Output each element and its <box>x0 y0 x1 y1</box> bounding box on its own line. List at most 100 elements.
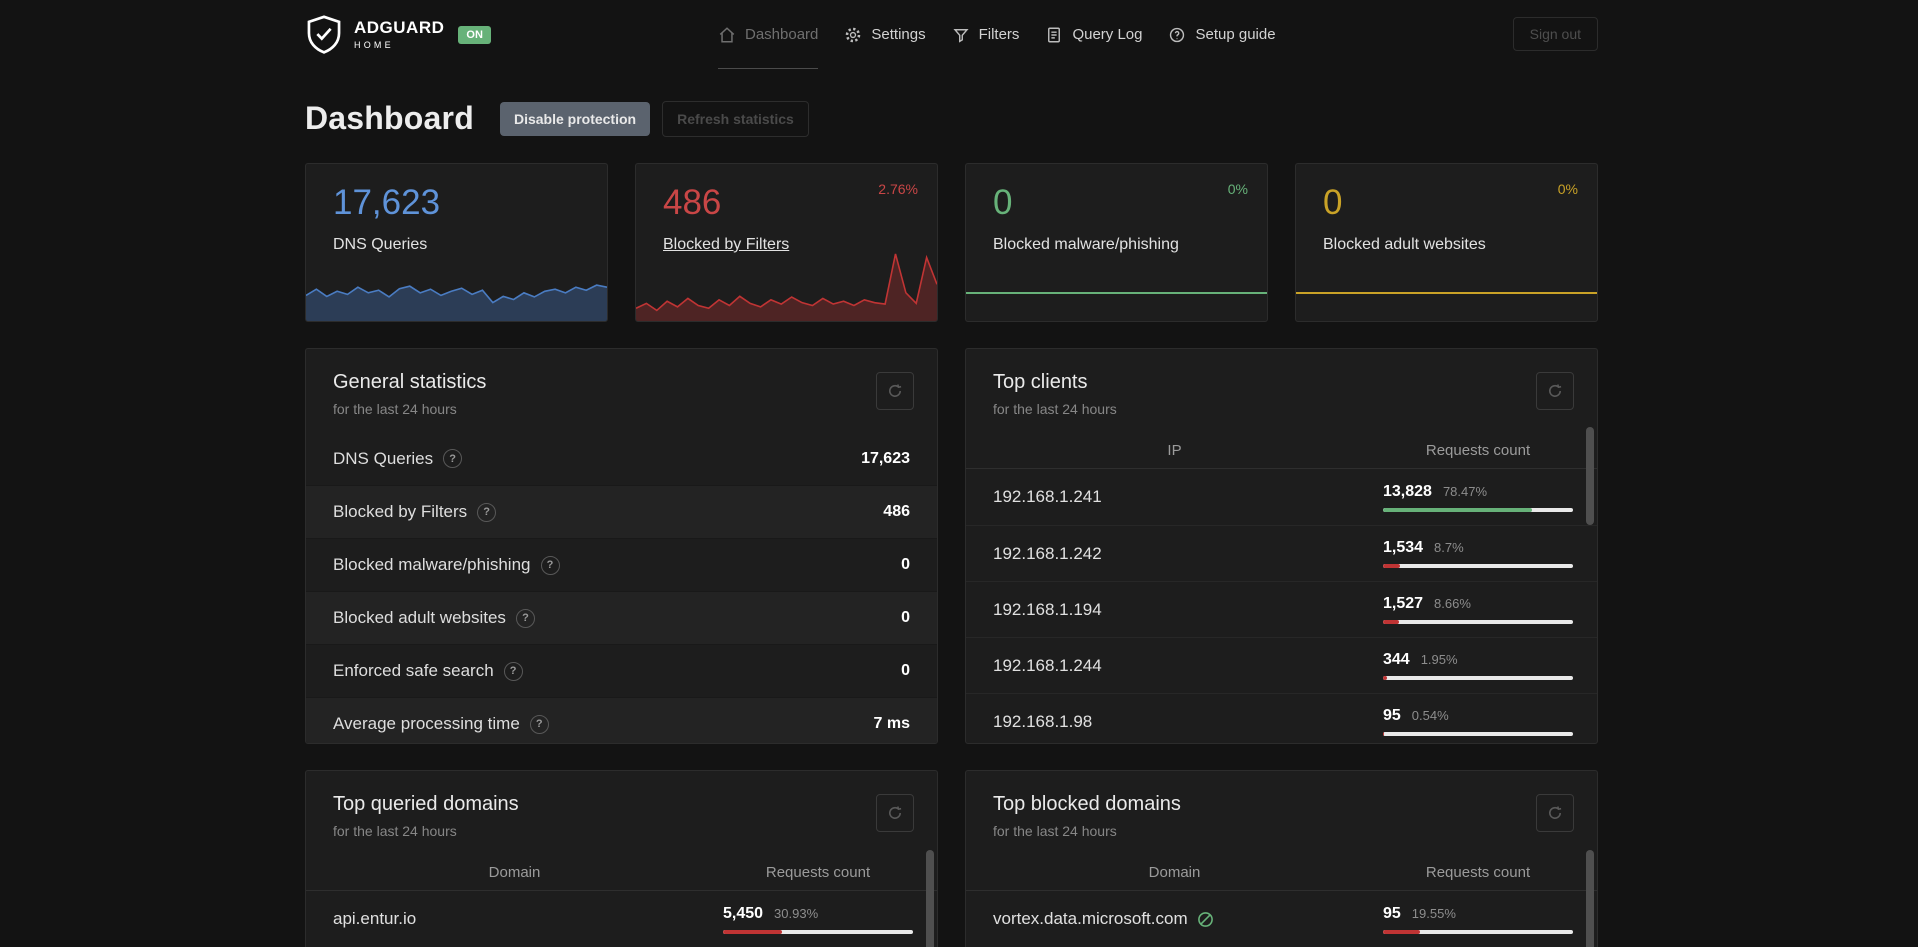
blocked-by-filters-link[interactable]: Blocked by Filters <box>663 236 790 253</box>
table-row: 192.168.1.194 1,527 8.66% <box>966 581 1597 637</box>
table-row: 192.168.1.241 13,828 78.47% <box>966 469 1597 525</box>
panel-subtitle: for the last 24 hours <box>993 823 1117 839</box>
nav-menu: Dashboard Settings Filters Query Log Set… <box>705 0 1289 69</box>
requests-cell: 95 19.55% <box>1383 905 1573 934</box>
help-tooltip-icon[interactable]: ? <box>515 608 535 628</box>
nav-item-setup-guide[interactable]: Setup guide <box>1155 0 1288 69</box>
panel-header: Top queried domains for the last 24 hour… <box>306 771 937 854</box>
panel-header: General statistics for the last 24 hours <box>306 349 937 432</box>
progress-bar-track <box>1383 564 1573 568</box>
progress-bar-fill <box>1383 929 1421 934</box>
stat-cards-row: 17,623 DNS Queries 486 Blocked by Filter… <box>305 163 1598 322</box>
domain-name[interactable]: vortex.data.microsoft.com <box>993 909 1383 929</box>
stat-label: Blocked malware/phishing <box>993 236 1179 253</box>
nav-item-label: Settings <box>871 26 926 43</box>
statistics-value: 0 <box>901 609 910 626</box>
domain-name[interactable]: api.entur.io <box>333 909 417 928</box>
panel-subtitle: for the last 24 hours <box>333 823 457 839</box>
help-tooltip-icon[interactable]: ? <box>529 714 549 734</box>
refresh-statistics-button[interactable]: Refresh statistics <box>662 100 809 137</box>
client-ip[interactable]: 192.168.1.241 <box>993 487 1102 506</box>
statistics-label: Average processing time <box>333 714 520 733</box>
progress-bar-fill <box>1383 620 1400 624</box>
help-tooltip-icon[interactable]: ? <box>503 661 523 681</box>
general-statistics-table: DNS Queries ? 17,623 Blocked by Filters … <box>306 432 937 743</box>
client-ip[interactable]: 192.168.1.242 <box>993 543 1102 563</box>
brand-subtitle: HOME <box>354 40 394 50</box>
progress-bar-track <box>723 929 913 934</box>
home-icon <box>718 26 736 44</box>
top-blocked-domains-table: vortex.data.microsoft.com 95 19.55% <box>966 891 1597 947</box>
column-header-domain: Domain <box>1148 863 1201 881</box>
top-queried-domains-table: api.entur.io 5,450 30.93% <box>306 891 937 947</box>
requests-percent: 8.66% <box>1434 596 1471 611</box>
requests-count: 1,527 <box>1383 595 1424 612</box>
refresh-icon[interactable] <box>876 372 914 410</box>
client-ip[interactable]: 192.168.1.194 <box>993 599 1102 619</box>
sign-out-button[interactable]: Sign out <box>1512 17 1598 51</box>
tracker-icon <box>1197 911 1214 928</box>
query-log-icon <box>1045 26 1063 44</box>
client-ip[interactable]: 192.168.1.98 <box>993 711 1093 731</box>
page-header: Dashboard Disable protection Refresh sta… <box>305 100 1598 137</box>
column-header-requests-count: Requests count <box>765 863 871 881</box>
sparkline-chart <box>306 268 607 321</box>
nav-item-filters[interactable]: Filters <box>939 0 1033 69</box>
requests-count: 95 <box>1383 707 1401 724</box>
progress-bar-fill <box>1383 564 1400 568</box>
refresh-icon[interactable] <box>1536 794 1574 832</box>
requests-cell: 344 1.95% <box>1383 651 1573 680</box>
statistics-value: 0 <box>901 662 910 679</box>
brand-text: ADGUARD HOME <box>354 19 444 50</box>
statistics-row: Blocked malware/phishing ? 0 <box>306 538 937 591</box>
requests-cell: 95 0.54% <box>1383 707 1573 736</box>
panel-subtitle: for the last 24 hours <box>333 401 457 417</box>
nav-item-query-log[interactable]: Query Log <box>1032 0 1155 69</box>
refresh-icon[interactable] <box>1536 372 1574 410</box>
help-tooltip-icon[interactable]: ? <box>540 555 560 575</box>
stat-label: Blocked adult websites <box>1323 236 1486 253</box>
top-clients-table: 192.168.1.241 13,828 78.47% 192.168.1.24… <box>966 469 1597 743</box>
stat-card-blocked-adult: 0 Blocked adult websites 0% <box>1295 163 1598 322</box>
nav-item-dashboard[interactable]: Dashboard <box>705 0 831 69</box>
panel-title: Top clients <box>993 371 1088 393</box>
help-tooltip-icon[interactable]: ? <box>477 502 497 522</box>
panel-title: Top blocked domains <box>993 793 1181 815</box>
client-ip[interactable]: 192.168.1.244 <box>993 655 1102 675</box>
stat-label: DNS Queries <box>333 236 428 253</box>
page-container: ADGUARD HOME ON Dashboard Settings Filte… <box>305 0 1598 947</box>
top-blocked-domains-panel: Top blocked domains for the last 24 hour… <box>965 770 1598 947</box>
stat-value: 17,623 <box>333 183 441 222</box>
statistics-row: Enforced safe search ? 0 <box>306 644 937 697</box>
progress-bar-track <box>1383 732 1573 736</box>
requests-count: 5,450 <box>723 904 764 922</box>
panel-title: General statistics <box>333 371 487 393</box>
statistics-label: Blocked by Filters <box>333 502 468 521</box>
column-header-requests-count: Requests count <box>1425 863 1531 881</box>
requests-percent: 0.54% <box>1411 708 1449 723</box>
requests-percent: 19.55% <box>1411 905 1456 921</box>
table-row: 192.168.1.244 344 1.95% <box>966 637 1597 693</box>
table-header: IP Requests count <box>966 432 1597 469</box>
scrollbar-thumb[interactable] <box>1586 850 1594 947</box>
panel-subtitle: for the last 24 hours <box>993 401 1117 417</box>
requests-count: 1,534 <box>1383 539 1424 556</box>
refresh-icon[interactable] <box>876 794 914 832</box>
stat-value: 0 <box>993 183 1013 222</box>
brand-name: ADGUARD <box>354 18 445 37</box>
progress-bar-track <box>1383 507 1573 512</box>
panel-header: Top clients for the last 24 hours <box>966 349 1597 432</box>
disable-protection-button[interactable]: Disable protection <box>499 101 651 136</box>
stat-value: 486 <box>663 183 722 222</box>
nav-item-settings[interactable]: Settings <box>831 0 938 69</box>
requests-percent: 1.95% <box>1420 652 1458 667</box>
scrollbar-thumb[interactable] <box>926 850 934 947</box>
setup-guide-icon <box>1168 26 1186 44</box>
table-row: 192.168.1.242 1,534 8.7% <box>966 525 1597 581</box>
statistics-row: Blocked adult websites ? 0 <box>306 591 937 644</box>
adguard-home-logo[interactable]: ADGUARD HOME ON <box>305 14 491 56</box>
help-tooltip-icon[interactable]: ? <box>443 449 463 468</box>
scrollbar-thumb[interactable] <box>1586 427 1594 525</box>
nav-item-label: Dashboard <box>745 26 819 43</box>
page-title: Dashboard <box>305 100 474 136</box>
